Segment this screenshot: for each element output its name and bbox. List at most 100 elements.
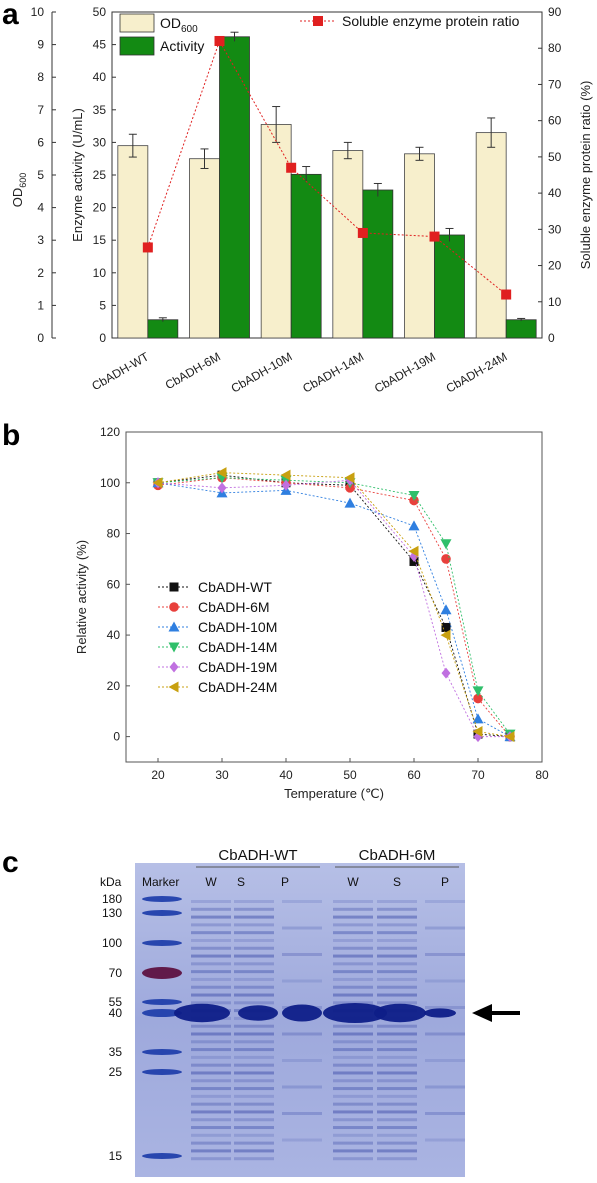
gel-lane-label: W — [347, 875, 359, 889]
tick-label-relative-activity: 60 — [107, 577, 121, 591]
lane-smear — [282, 926, 322, 930]
axis-label-relative-activity: Relative activity (%) — [74, 540, 89, 654]
marker-band — [142, 910, 182, 916]
lane-smear — [191, 1126, 231, 1130]
lane-smear — [282, 1059, 322, 1062]
gel-lane-label: W — [205, 875, 217, 889]
lane-smear — [377, 1118, 417, 1122]
gel-group-label: CbADH-6M — [359, 847, 436, 864]
lane-smear — [282, 979, 322, 983]
lane-smear — [425, 926, 465, 930]
gel-lane-label: S — [393, 875, 401, 889]
bar-od600 — [260, 124, 292, 339]
lane-smear — [333, 1071, 373, 1075]
lane-smear — [333, 1126, 373, 1130]
lane-smear — [377, 1079, 417, 1083]
bar-od600 — [404, 153, 435, 339]
lane-smear — [282, 1085, 322, 1089]
point-soluble-ratio — [429, 231, 440, 242]
target-band-arrow — [472, 1004, 520, 1022]
tick-label-activity: 5 — [99, 298, 106, 312]
point-soluble-ratio — [214, 35, 225, 46]
lane-smear — [377, 938, 417, 942]
lane-smear — [333, 970, 373, 974]
lane-smear — [333, 923, 373, 927]
lane-smear — [282, 1032, 322, 1036]
lane-smear — [333, 1087, 373, 1091]
tick-label-ratio: 70 — [548, 77, 562, 91]
lane-smear — [333, 1141, 373, 1145]
lane-smear — [333, 915, 373, 919]
series-point — [440, 629, 451, 641]
lane-smear — [191, 1063, 231, 1067]
lane-smear — [191, 1071, 231, 1075]
tick-label-temperature: 30 — [215, 768, 229, 782]
lane-smear — [191, 907, 231, 911]
lane-smear — [377, 1157, 417, 1161]
series-point — [504, 731, 515, 743]
lane-smear — [191, 1024, 231, 1028]
marker-band — [142, 967, 182, 979]
lane-smear — [377, 1102, 417, 1106]
marker-kda-label: 55 — [109, 995, 123, 1009]
marker-band — [142, 1009, 182, 1017]
lane-smear — [191, 1032, 231, 1036]
lane-smear — [377, 923, 417, 927]
series-point — [408, 490, 420, 501]
lane-smear — [333, 907, 373, 911]
lane-smear — [282, 1138, 322, 1142]
tick-label-activity: 10 — [93, 266, 107, 280]
lane-smear — [377, 946, 417, 950]
bar-od600 — [117, 145, 149, 339]
lane-smear — [191, 1118, 231, 1122]
lane-smear — [234, 1126, 274, 1130]
bar-activity — [505, 319, 537, 339]
axis-label-enzyme-activity: Enzyme activity (U/mL) — [70, 108, 85, 242]
series-line — [157, 477, 511, 737]
lane-smear — [333, 1094, 373, 1098]
series-point — [216, 467, 227, 479]
lane-smear — [234, 1055, 274, 1059]
tick-label-activity: 45 — [93, 38, 107, 52]
series-point — [440, 604, 452, 615]
lane-smear — [377, 931, 417, 935]
tick-label-ratio: 20 — [548, 259, 562, 273]
lane-smear — [333, 1079, 373, 1083]
tick-label-activity: 30 — [93, 135, 107, 149]
lane-smear — [377, 1055, 417, 1059]
panel-b-frame — [125, 431, 543, 763]
lane-smear — [333, 1118, 373, 1122]
series-point — [440, 539, 452, 550]
lane-smear — [234, 1048, 274, 1052]
legend-marker — [169, 661, 179, 673]
bar-activity — [219, 36, 250, 339]
marker-band — [142, 1049, 182, 1055]
lane-smear — [191, 1102, 231, 1106]
lane-smear — [377, 1126, 417, 1130]
tick-label-ratio: 0 — [548, 331, 555, 345]
lane-smear — [333, 993, 373, 997]
lane-smear — [191, 923, 231, 927]
category-label: CbADH-10M — [229, 349, 295, 395]
lane-smear — [191, 1110, 231, 1114]
lane-smear — [377, 1110, 417, 1114]
lane-smear — [234, 1141, 274, 1145]
target-band — [424, 1008, 456, 1018]
lane-smear — [234, 1071, 274, 1075]
lane-smear — [191, 970, 231, 974]
marker-kda-label: 25 — [109, 1065, 123, 1079]
lane-smear — [191, 993, 231, 997]
target-band — [282, 1004, 322, 1022]
legend-marker — [168, 681, 179, 693]
lane-smear — [333, 1024, 373, 1028]
series-point — [441, 622, 451, 632]
panel-a-chart: 0123456789100510152025303540455001020304… — [10, 5, 593, 396]
marker-band — [142, 896, 182, 902]
lane-smear — [191, 1141, 231, 1145]
lane-smear — [425, 1085, 465, 1089]
lane-smear — [377, 1001, 417, 1005]
lane-smear — [333, 985, 373, 989]
lane-smear — [191, 1149, 231, 1153]
lane-smear — [191, 938, 231, 942]
